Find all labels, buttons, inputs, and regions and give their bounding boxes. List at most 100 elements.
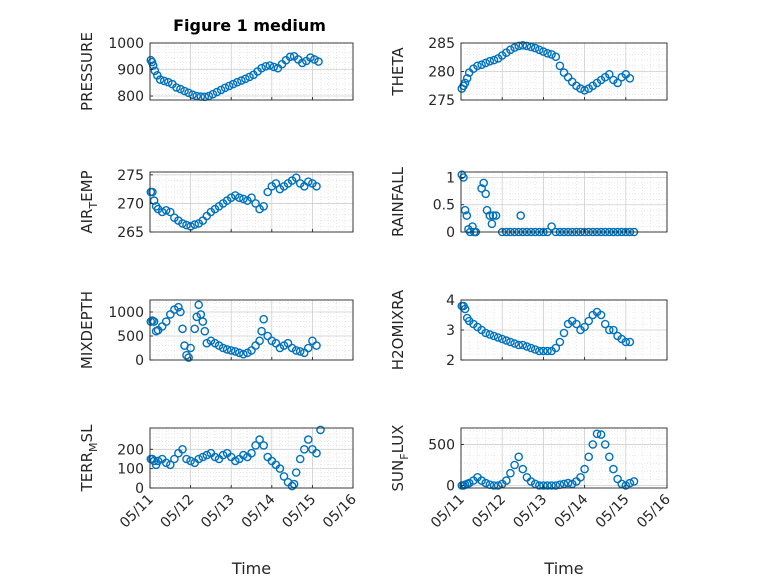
data-point	[625, 337, 635, 347]
data-point	[514, 452, 524, 462]
data-point	[291, 173, 301, 182]
data-point	[239, 349, 248, 359]
data-point	[489, 331, 499, 341]
data-point	[182, 454, 191, 464]
data-point	[491, 211, 501, 220]
subplot-6: 2 3 4 H2OMIXRA	[389, 289, 668, 370]
data-point	[259, 314, 269, 324]
y-axis-label: MIXDEPTH	[78, 291, 96, 369]
x-tick-label: 05/12	[469, 492, 509, 532]
data-point	[580, 86, 589, 95]
data-point	[489, 55, 499, 65]
data-point	[218, 450, 228, 460]
subplot-1: 800 900 1000 PRESSURE Figure 1 medium	[78, 16, 354, 111]
y-tick-label: 280	[428, 65, 455, 81]
data-point	[150, 66, 160, 76]
y-axis-label: AIRTEMP	[78, 170, 100, 233]
data-point	[584, 316, 594, 326]
data-point	[261, 62, 271, 71]
subplot-3: 265 270 275 AIRTEMP	[78, 168, 354, 241]
data-point	[306, 53, 315, 62]
x-tick-label: 05/14	[552, 491, 592, 531]
data-point	[592, 429, 602, 439]
data-point	[182, 350, 191, 360]
data-point	[506, 337, 515, 347]
data-point	[510, 460, 519, 470]
data-point	[182, 220, 191, 230]
x-tick-label: 05/11	[428, 492, 468, 532]
data-point	[543, 49, 552, 58]
data-point	[539, 47, 548, 56]
data-point	[464, 478, 474, 488]
y-tick-label: 1	[446, 170, 455, 186]
data-point	[535, 481, 544, 490]
data-point	[188, 90, 197, 99]
data-point	[625, 74, 635, 83]
data-point	[314, 57, 323, 66]
data-point	[460, 78, 470, 88]
data-point	[518, 464, 528, 474]
data-point	[514, 340, 524, 350]
data-point	[543, 346, 552, 356]
data-point	[460, 205, 470, 215]
data-point	[198, 452, 208, 462]
data-point	[600, 319, 610, 329]
data-point	[584, 452, 594, 462]
data-point	[625, 478, 635, 488]
data-point	[257, 326, 266, 336]
data-point	[265, 61, 275, 70]
axes-background	[461, 172, 667, 232]
data-point	[186, 456, 195, 466]
y-tick-label: 0	[135, 353, 144, 369]
data-point	[567, 479, 577, 489]
data-point	[251, 199, 260, 208]
y-tick-label: 3	[446, 323, 455, 339]
data-point	[180, 86, 189, 96]
x-axis-label: Time	[543, 559, 583, 578]
x-tick-label: 05/15	[279, 492, 319, 532]
data-point	[526, 343, 536, 353]
data-point	[226, 346, 236, 355]
y-tick-label: 0	[135, 481, 144, 497]
data-point	[481, 189, 491, 199]
data-point	[485, 211, 495, 220]
data-point	[234, 193, 244, 202]
data-point	[493, 481, 503, 490]
data-point	[605, 452, 614, 462]
data-point	[605, 325, 614, 335]
data-point	[481, 478, 491, 488]
data-point	[555, 337, 565, 347]
y-tick-label: 265	[117, 225, 144, 241]
subplot-4: 0 0.5 1 RAINFALL	[389, 166, 668, 241]
data-point	[303, 435, 313, 444]
data-point	[493, 333, 503, 342]
data-point	[269, 62, 279, 72]
data-point	[184, 353, 193, 362]
x-axis-label: Time	[231, 559, 271, 578]
data-point	[251, 441, 260, 450]
data-point	[600, 440, 610, 449]
data-point	[312, 341, 321, 350]
data-point	[170, 454, 179, 464]
data-point	[194, 300, 203, 310]
data-point	[295, 454, 305, 464]
data-point	[161, 205, 171, 215]
subplot-5: 0 500 1000 MIXDEPTH	[78, 291, 354, 369]
data-point	[310, 55, 319, 64]
data-point	[518, 41, 528, 50]
y-tick-label: 1000	[108, 36, 144, 52]
data-point	[239, 194, 248, 204]
data-point	[232, 77, 242, 87]
y-tick-label: 500	[428, 437, 455, 453]
data-point	[462, 74, 472, 83]
y-tick-label: 900	[117, 63, 144, 79]
data-point	[530, 345, 540, 354]
x-tick-label: 05/15	[593, 492, 633, 532]
data-point	[198, 317, 208, 326]
subplot-2: 275 280 285 THETA	[389, 36, 668, 109]
data-point	[487, 219, 497, 229]
data-point	[539, 346, 548, 356]
data-point	[190, 220, 199, 229]
data-point	[563, 478, 573, 488]
data-point	[501, 336, 511, 345]
